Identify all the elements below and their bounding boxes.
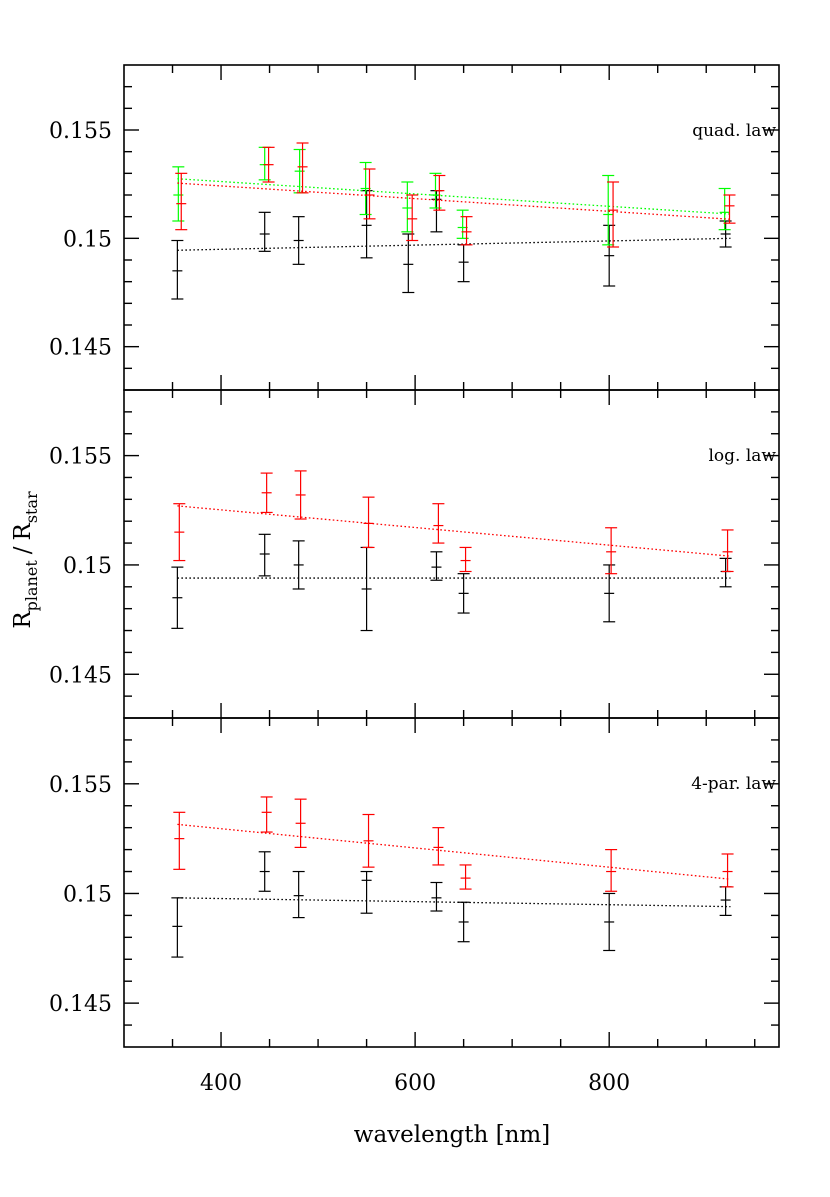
data-point bbox=[258, 533, 271, 577]
y-tick-label: 0.155 bbox=[49, 773, 112, 798]
data-point bbox=[603, 224, 616, 287]
data-point bbox=[292, 216, 305, 265]
y-axis-label: Rplanet / Rstar bbox=[10, 491, 41, 629]
data-point bbox=[607, 181, 620, 248]
data-point bbox=[433, 174, 446, 211]
y-tick-label: 0.15 bbox=[63, 227, 112, 252]
data-point bbox=[406, 194, 419, 242]
trend-line bbox=[177, 823, 731, 880]
y-axis-label-sub2: star bbox=[22, 491, 41, 523]
trend-line bbox=[177, 178, 731, 215]
plot-area: 0.145 0.15 0.155 quad. law 0.145 0.15 0.155 log… bbox=[49, 64, 780, 1096]
data-point bbox=[603, 892, 616, 952]
data-point bbox=[362, 813, 375, 868]
x-axis-label: wavelength [nm] bbox=[354, 1122, 550, 1148]
data-point bbox=[460, 216, 473, 246]
data-point bbox=[173, 811, 186, 870]
series-red bbox=[175, 142, 736, 248]
data-point bbox=[721, 529, 734, 573]
data-point bbox=[173, 503, 186, 562]
data-point bbox=[175, 172, 188, 231]
data-point bbox=[294, 798, 307, 849]
data-point bbox=[296, 142, 309, 194]
data-point bbox=[605, 527, 618, 575]
y-tick-label: 0.15 bbox=[63, 882, 112, 907]
y-tick-label: 0.145 bbox=[49, 336, 112, 361]
series-green bbox=[172, 146, 731, 246]
x-tick-label: 600 bbox=[394, 1071, 436, 1096]
data-point bbox=[723, 194, 736, 224]
data-point bbox=[459, 864, 472, 890]
series-red bbox=[173, 796, 734, 892]
trend-line bbox=[177, 182, 731, 220]
y-tick-label: 0.155 bbox=[49, 445, 112, 470]
data-point bbox=[430, 551, 443, 581]
y-tick-label: 0.145 bbox=[49, 992, 112, 1017]
y-axis-label-r1: R bbox=[10, 611, 36, 629]
data-point bbox=[171, 897, 184, 958]
panel-label: 4-par. law bbox=[691, 774, 776, 794]
data-point bbox=[262, 146, 275, 183]
series-black bbox=[171, 533, 732, 632]
data-point bbox=[430, 881, 443, 912]
data-point bbox=[260, 796, 273, 833]
panel-3: 0.145 0.15 0.155 400 600 800 4-par. law bbox=[49, 717, 780, 1096]
y-tick-label: 0.145 bbox=[49, 663, 112, 688]
trend-line bbox=[177, 505, 731, 557]
y-axis-label-sub1: planet bbox=[22, 560, 41, 612]
data-point bbox=[362, 496, 375, 549]
y-axis-label-r2: R bbox=[10, 522, 36, 540]
data-point bbox=[457, 901, 470, 943]
panel-1: 0.145 0.15 0.155 quad. law bbox=[49, 64, 780, 391]
data-point bbox=[171, 239, 184, 300]
panel-label: log. law bbox=[709, 446, 777, 466]
data-point bbox=[294, 470, 307, 520]
data-point bbox=[401, 181, 414, 233]
data-point bbox=[457, 573, 470, 614]
y-tick-label: 0.155 bbox=[49, 119, 112, 144]
y-axis-label-sep: / bbox=[10, 546, 36, 554]
data-point bbox=[721, 853, 734, 888]
panel-2: 0.145 0.15 0.155 log. law bbox=[49, 389, 780, 719]
data-point bbox=[363, 168, 376, 220]
x-tick-label: 800 bbox=[588, 1071, 630, 1096]
data-point bbox=[605, 848, 618, 892]
data-point bbox=[402, 233, 415, 294]
panel-frame bbox=[123, 717, 780, 1048]
data-point bbox=[258, 211, 271, 252]
data-point bbox=[258, 851, 271, 892]
data-point bbox=[432, 503, 445, 544]
series-red bbox=[173, 470, 734, 575]
trend-line bbox=[177, 237, 731, 251]
x-tick-label: 400 bbox=[200, 1071, 242, 1096]
data-point bbox=[171, 566, 184, 629]
data-point bbox=[292, 540, 305, 590]
data-point bbox=[260, 472, 273, 514]
data-point bbox=[603, 564, 616, 623]
series-black bbox=[171, 851, 732, 958]
data-point bbox=[360, 870, 373, 914]
data-point bbox=[432, 827, 445, 866]
panel-label: quad. law bbox=[692, 121, 776, 141]
data-point bbox=[172, 166, 185, 222]
trend-line bbox=[177, 897, 731, 908]
y-tick-label: 0.15 bbox=[63, 554, 112, 579]
data-point bbox=[459, 546, 472, 573]
data-point bbox=[292, 870, 305, 919]
